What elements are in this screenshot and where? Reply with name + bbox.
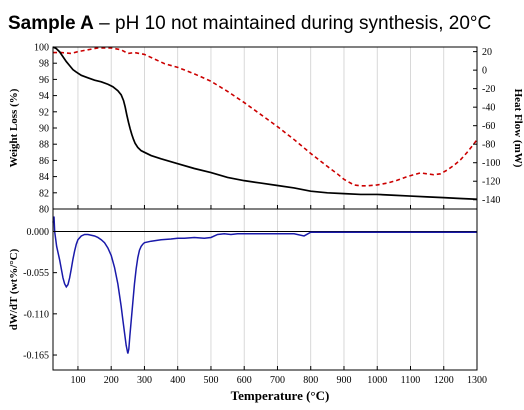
- y-left-axis-title: Weight Loss (%): [8, 88, 20, 167]
- y-right-axis-title: Heat Flow (mW): [512, 89, 524, 168]
- chart-title-bold: Sample A: [8, 13, 94, 34]
- y-left-tick-label: 90: [39, 124, 49, 135]
- heat-flow-line: [53, 47, 478, 187]
- dtg-line: [52, 216, 477, 354]
- x-tick-label: 1200: [434, 375, 454, 386]
- x-tick-label: 700: [270, 375, 285, 386]
- y-left-tick-label: 82: [39, 188, 49, 199]
- y-right-tick-label: 0: [482, 66, 487, 77]
- x-tick-label: 500: [203, 375, 218, 386]
- y-dtg-tick-label: -0.055: [23, 268, 49, 279]
- y-dtg-tick-label: -0.110: [24, 309, 49, 320]
- x-tick-label: 1100: [401, 375, 421, 386]
- y-left-tick-label: 80: [39, 205, 49, 216]
- x-tick-label: 900: [336, 375, 351, 386]
- x-tick-label: 400: [170, 375, 185, 386]
- x-tick-label: 1300: [467, 375, 487, 386]
- chart-title-rest: – pH 10 not maintained during synthesis,…: [94, 13, 491, 34]
- y-right-tick-label: -60: [482, 121, 495, 132]
- series-layer: [52, 46, 478, 354]
- y-dtg-tick-label: 0.000: [27, 227, 50, 238]
- x-tick-label: 1000: [367, 375, 387, 386]
- chart-title: Sample A – pH 10 not maintained during s…: [8, 13, 491, 34]
- y-right-tick-label: -20: [482, 84, 495, 95]
- y-left-tick-label: 84: [39, 172, 49, 183]
- weight-loss-line: [52, 46, 478, 201]
- axes-layer: [52, 46, 478, 371]
- y-right-tick-label: -120: [482, 177, 500, 188]
- x-tick-label: 300: [137, 375, 152, 386]
- y-dtg-axis-title: dW/dT (wt%/°C): [8, 248, 20, 330]
- y-dtg-tick-label: -0.165: [23, 351, 49, 362]
- y-left-tick-label: 96: [39, 75, 49, 86]
- y-left-tick-label: 100: [34, 43, 49, 54]
- y-right-tick-label: -140: [482, 195, 500, 206]
- y-left-tick-label: 94: [39, 91, 49, 102]
- x-tick-label: 600: [237, 375, 252, 386]
- y-left-tick-label: 98: [39, 59, 49, 70]
- x-axis-title: Temperature (°C): [231, 388, 330, 403]
- labels-layer: 10098969492908886848280200-20-40-60-80-1…: [8, 43, 524, 404]
- y-right-tick-label: -40: [482, 103, 495, 114]
- y-left-tick-label: 86: [39, 156, 49, 167]
- top-panel-frame: [52, 46, 478, 210]
- y-right-tick-label: -100: [482, 158, 500, 169]
- y-right-tick-label: -80: [482, 140, 495, 151]
- x-tick-label: 100: [70, 375, 85, 386]
- y-left-tick-label: 88: [39, 140, 49, 151]
- x-tick-label: 800: [303, 375, 318, 386]
- y-right-tick-label: 20: [482, 47, 492, 58]
- x-tick-label: 200: [104, 375, 119, 386]
- bottom-panel-frame: [52, 208, 478, 371]
- y-left-tick-label: 92: [39, 107, 49, 118]
